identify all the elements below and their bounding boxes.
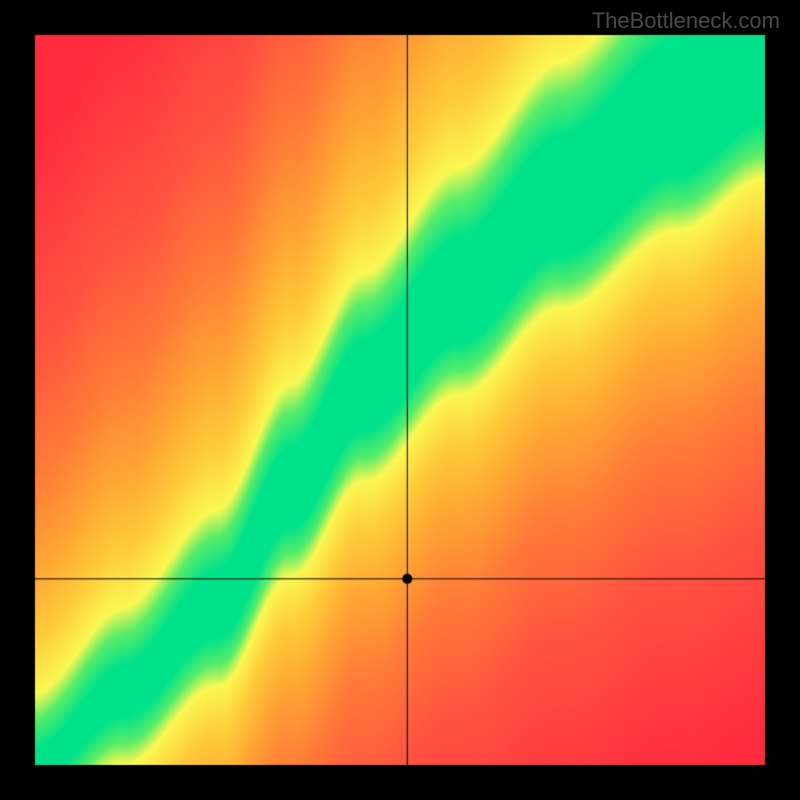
chart-container: TheBottleneck.com [0, 0, 800, 800]
watermark-text: TheBottleneck.com [592, 8, 780, 34]
bottleneck-heatmap [0, 0, 800, 800]
